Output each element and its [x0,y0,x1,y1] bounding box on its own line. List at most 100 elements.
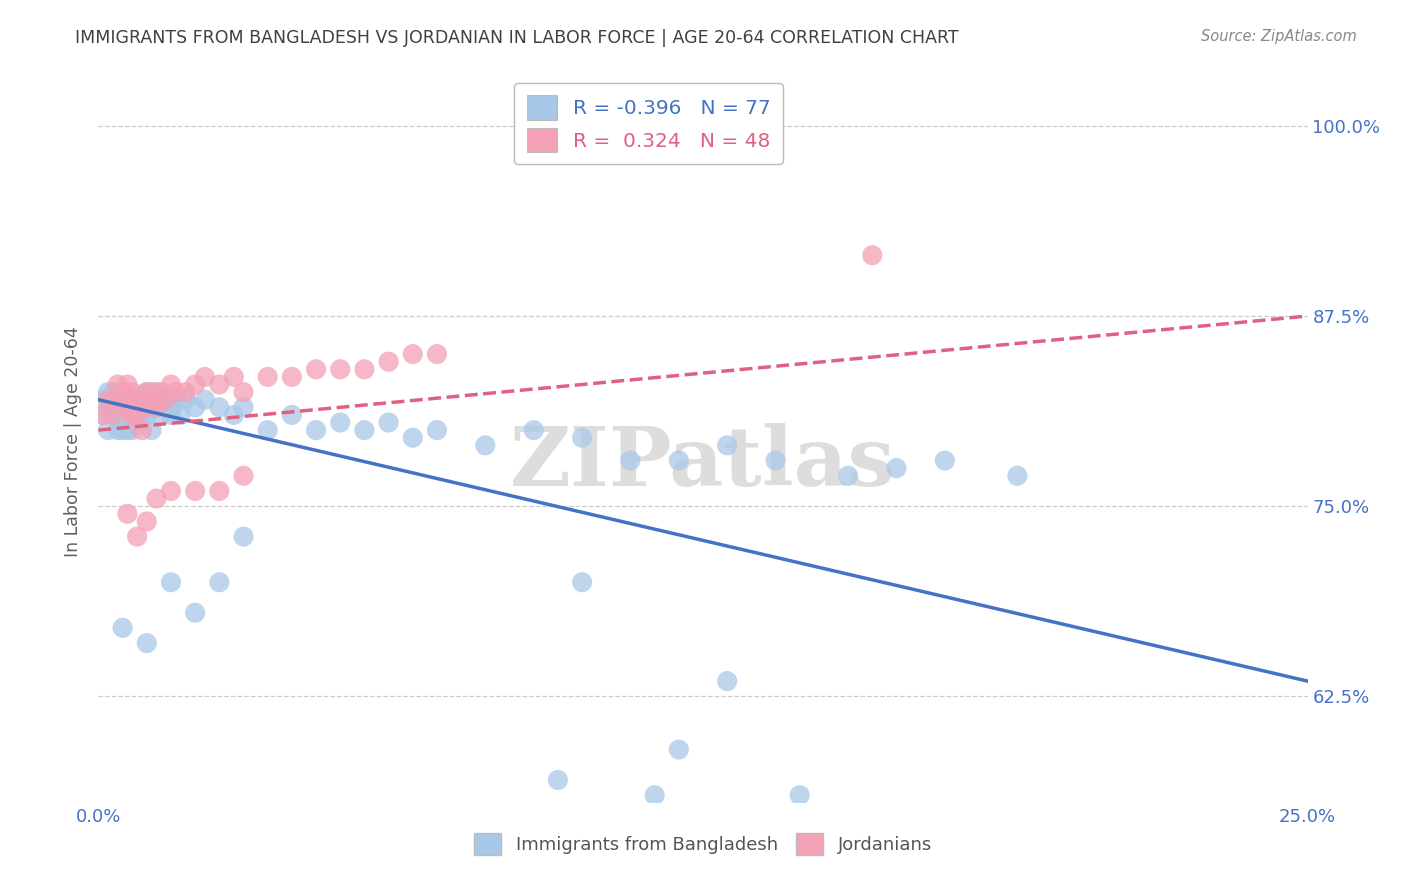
Point [571,575,593,590]
Point [131,392,153,407]
Point [523,423,546,437]
Point [145,401,167,415]
Point [232,385,254,400]
Text: Source: ZipAtlas.com: Source: ZipAtlas.com [1201,29,1357,44]
Point [619,453,641,467]
Point [91,408,114,422]
Point [131,423,153,437]
Point [184,377,207,392]
Point [934,453,956,467]
Point [117,377,139,392]
Point [121,392,143,407]
Point [232,468,254,483]
Point [208,401,231,415]
Point [160,377,183,392]
Point [135,636,157,650]
Point [353,362,375,376]
Point [127,408,149,422]
Point [131,408,153,422]
Point [101,385,124,400]
Point [111,385,134,400]
Point [837,468,859,483]
Point [160,483,183,498]
Point [208,575,231,590]
Point [194,392,217,407]
Point [107,423,129,437]
Point [121,408,143,422]
Point [208,377,231,392]
Point [281,408,304,422]
Point [765,453,787,467]
Point [305,423,328,437]
Point [716,674,738,689]
Point [160,401,183,415]
Point [145,491,167,506]
Point [789,788,811,802]
Point [117,408,139,422]
Point [184,483,207,498]
Point [860,248,883,262]
Point [474,438,496,452]
Point [150,392,173,407]
Point [256,423,278,437]
Point [107,392,129,407]
Point [127,392,149,407]
Point [101,408,124,422]
Point [145,385,167,400]
Point [101,408,124,422]
Point [184,606,207,620]
Point [111,392,134,407]
Point [135,401,157,415]
Point [571,431,593,445]
Point [117,401,139,415]
Point [117,401,139,415]
Point [117,392,139,407]
Point [141,385,163,400]
Point [174,385,197,400]
Point [111,401,134,415]
Text: IMMIGRANTS FROM BANGLADESH VS JORDANIAN IN LABOR FORCE | AGE 20-64 CORRELATION C: IMMIGRANTS FROM BANGLADESH VS JORDANIAN … [75,29,957,46]
Point [141,401,163,415]
Point [426,347,449,361]
Point [716,438,738,452]
Point [377,354,399,368]
Point [127,408,149,422]
Point [160,408,183,422]
Point [127,392,149,407]
Point [547,772,569,787]
Y-axis label: In Labor Force | Age 20-64: In Labor Force | Age 20-64 [65,326,83,557]
Point [127,401,149,415]
Point [111,621,134,635]
Point [402,347,425,361]
Point [127,530,149,544]
Point [232,401,254,415]
Point [208,483,231,498]
Point [194,370,217,384]
Point [135,385,157,400]
Point [97,392,120,407]
Point [305,362,328,376]
Point [1007,468,1029,483]
Point [165,385,187,400]
Point [91,408,114,422]
Point [402,431,425,445]
Point [101,392,124,407]
Point [117,423,139,437]
Point [329,362,352,376]
Point [97,385,120,400]
Point [111,392,134,407]
Point [150,385,173,400]
Point [111,423,134,437]
Legend: Immigrants from Bangladesh, Jordanians: Immigrants from Bangladesh, Jordanians [467,826,939,863]
Point [353,423,375,437]
Point [426,423,449,437]
Point [232,530,254,544]
Point [184,401,207,415]
Point [107,377,129,392]
Point [145,401,167,415]
Point [107,408,129,422]
Point [155,401,177,415]
Point [121,408,143,422]
Point [165,392,187,407]
Point [135,385,157,400]
